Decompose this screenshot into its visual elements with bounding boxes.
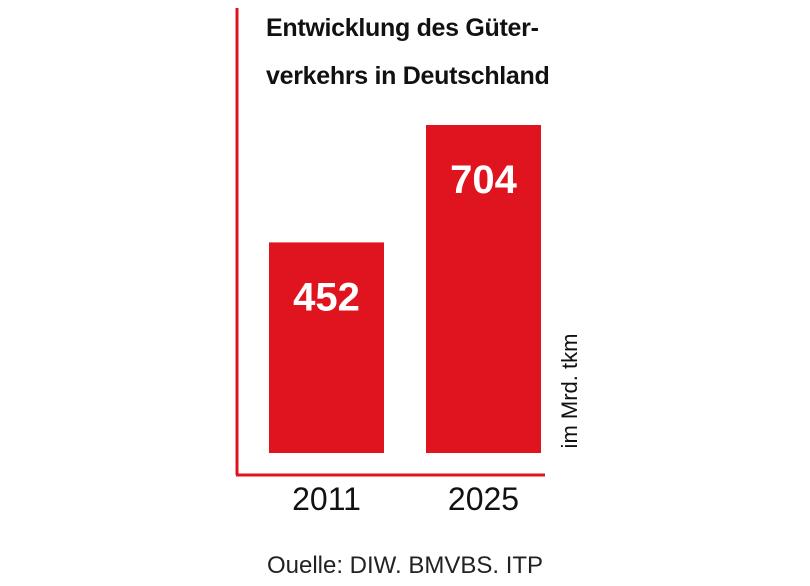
category-label-2011: 2011	[292, 481, 361, 517]
value-labels-group: 452 704	[293, 158, 517, 319]
category-labels-group: 2011 2025	[292, 481, 519, 517]
bar-2011	[269, 242, 384, 453]
chart-title: Entwicklung des Güter- verkehrs in Deuts…	[266, 4, 586, 100]
chart-title-line-2: verkehrs in Deutschland	[266, 62, 550, 90]
value-label-2011: 452	[293, 275, 360, 319]
bar-2025	[426, 125, 541, 453]
source-note: Ouelle: DIW. BMVBS. ITP	[266, 552, 544, 579]
bars-group	[269, 125, 541, 453]
y-axis-label: im Mrd. tkm	[557, 334, 582, 449]
chart-title-line-1: Entwicklung des Güter-	[266, 14, 539, 42]
category-label-2025: 2025	[448, 481, 519, 517]
value-label-2025: 704	[450, 158, 517, 202]
